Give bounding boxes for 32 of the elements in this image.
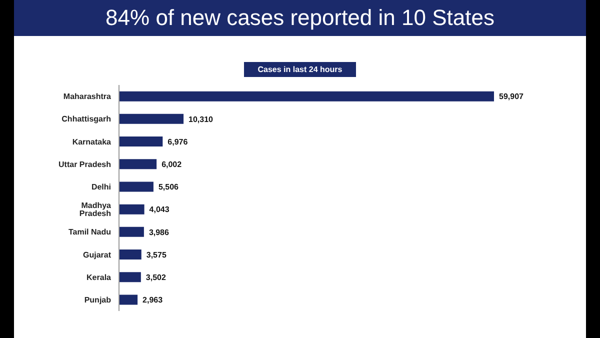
bar (119, 204, 144, 214)
y-tick-label: Uttar Pradesh (58, 160, 112, 169)
data-label: 3,502 (146, 272, 166, 282)
data-label: 6,002 (162, 160, 182, 169)
y-tick-label: Punjab (84, 296, 112, 305)
y-tick-label: Chhattisgarh (62, 114, 112, 124)
data-label: 4,043 (149, 205, 170, 214)
data-label: 59,907 (499, 92, 524, 102)
data-label: 3,986 (148, 228, 170, 237)
bar (119, 182, 154, 192)
data-label: 10,310 (188, 114, 214, 124)
data-label: 3,575 (146, 250, 167, 260)
y-tick-label: Madhya Pradesh (79, 201, 112, 218)
data-label: 6,976 (168, 137, 188, 146)
bar (119, 91, 494, 102)
y-tick-label: Kerala (86, 272, 112, 282)
y-tick-label: Karnataka (72, 137, 112, 146)
data-label: 5,506 (158, 182, 180, 192)
chart-subtitle: Cases in last 24 hours (244, 62, 356, 77)
y-tick-label: Gujarat (82, 250, 112, 260)
y-tick-label: Tamil Nadu (68, 228, 112, 237)
bar (119, 159, 157, 170)
bar (119, 136, 163, 147)
bar (119, 272, 141, 282)
y-tick-label: Delhi (91, 182, 111, 192)
bar (119, 114, 184, 124)
data-label: 2,963 (142, 296, 164, 305)
bar (119, 250, 142, 260)
bar (119, 294, 138, 305)
chart-title: 84% of new cases reported in 10 States (106, 5, 494, 31)
bar (119, 226, 144, 237)
y-tick-label: Maharashtra (63, 92, 112, 102)
